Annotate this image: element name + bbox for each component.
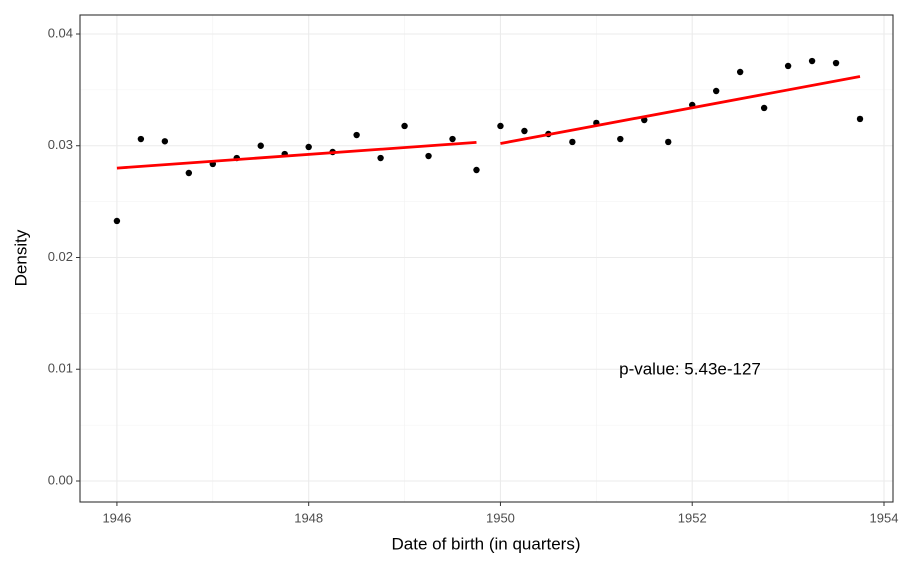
point — [449, 135, 456, 143]
point — [185, 169, 193, 177]
point — [257, 142, 264, 149]
point — [760, 104, 768, 112]
point — [473, 166, 480, 174]
x-tick-label: 1950 — [486, 510, 515, 525]
point — [641, 116, 648, 124]
fit-line — [116, 140, 477, 170]
point — [497, 122, 504, 130]
point — [137, 135, 145, 143]
x-tick-label: 1952 — [678, 510, 707, 525]
point — [113, 217, 121, 225]
y-tick-label: 0.03 — [48, 137, 73, 152]
point — [712, 87, 720, 95]
point — [401, 122, 408, 130]
x-tick-label: 1948 — [294, 510, 323, 525]
y-tick-label: 0.04 — [48, 25, 73, 40]
y-tick-label: 0.00 — [48, 472, 73, 487]
point — [832, 59, 840, 67]
fit-line — [500, 75, 861, 145]
point — [617, 135, 624, 143]
x-tick-label: 1946 — [102, 510, 131, 525]
point — [784, 62, 792, 70]
y-tick-label: 0.02 — [48, 249, 73, 264]
panel-border — [79, 14, 894, 503]
point — [736, 68, 744, 76]
y-axis-title: Density — [11, 229, 30, 286]
point — [353, 131, 360, 139]
point — [521, 127, 528, 135]
annotation: p-value: 5.43e-127 — [619, 359, 761, 378]
point — [161, 138, 169, 145]
point — [856, 115, 864, 123]
point — [425, 152, 432, 160]
point — [377, 154, 384, 162]
point — [665, 138, 672, 146]
x-tick-label: 1954 — [870, 510, 899, 525]
point — [305, 143, 312, 151]
point — [808, 57, 816, 65]
y-tick-label: 0.01 — [48, 361, 73, 376]
x-axis-title: Date of birth (in quarters) — [392, 534, 581, 553]
point — [569, 138, 576, 146]
